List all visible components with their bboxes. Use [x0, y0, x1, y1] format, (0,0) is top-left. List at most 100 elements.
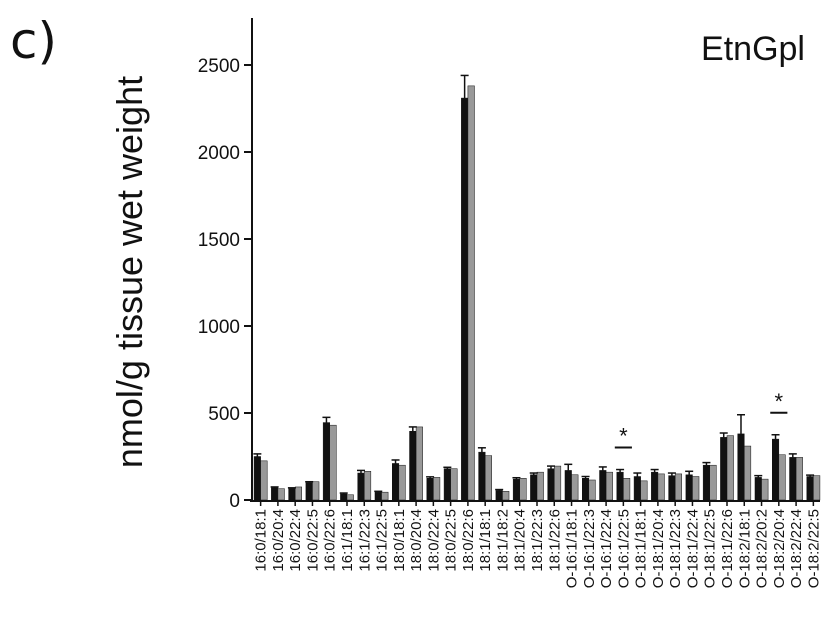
x-tick-labels: 16:0/18:1 16:0/20:4 16:0/22:4 16:0/22:5 16:0… [253, 500, 822, 588]
bar-series-1-1 [271, 487, 279, 501]
x-tick-label: 16:0/22:6 [322, 509, 339, 572]
bar-series-1-12 [461, 97, 469, 501]
x-tick-label: O-18:2/22:4 [788, 509, 805, 588]
bar-series-2-12 [467, 85, 475, 501]
bar-series-2-3 [312, 481, 320, 501]
y-axis-label: nmol/g tissue wet weight [109, 76, 150, 468]
x-tick-label: 18:1/18:1 [477, 509, 494, 572]
x-tick-label: 16:0/20:4 [270, 509, 287, 572]
bar-series-2-1 [277, 488, 285, 501]
bar-series-1-20 [599, 470, 607, 501]
bar-series-1-15 [512, 478, 520, 501]
bar-series-2-23 [657, 473, 665, 501]
bar-series-2-26 [709, 464, 717, 501]
bar-series-1-9 [409, 431, 417, 501]
bar-series-1-28 [737, 433, 745, 501]
bar-series-2-4 [329, 424, 337, 501]
x-tick-label: O-16:1/22:3 [581, 509, 598, 588]
y-tick-label: 500 [208, 404, 240, 425]
x-tick-label: 18:0/18:1 [391, 509, 408, 572]
x-tick-label: O-16:1/18:1 [564, 509, 581, 588]
bar-series-1-8 [392, 463, 400, 501]
bar-series-2-22 [640, 480, 648, 501]
bar-series-2-11 [450, 468, 458, 501]
bar-series-1-16 [530, 474, 538, 501]
bar-series-2-8 [398, 464, 406, 501]
x-tick-label: O-16:1/22:5 [615, 509, 632, 588]
bar-series-1-22 [633, 476, 641, 501]
x-tick-label: O-16:1/22:4 [598, 509, 615, 588]
bar-series-1-10 [426, 478, 434, 501]
bar-series-2-5 [346, 494, 354, 501]
chart-title: EtnGpl [701, 30, 805, 68]
bar-series-2-16 [536, 471, 544, 501]
bar-series-1-19 [582, 478, 590, 501]
x-tick-label: O-18:2/22:5 [805, 509, 822, 588]
bar-series-1-23 [651, 471, 659, 501]
bar-series-2-24 [674, 473, 682, 501]
x-tick-label: 16:1/22:5 [374, 509, 391, 572]
significance-asterisk: * [775, 389, 784, 414]
x-tick-label: 16:1/18:1 [339, 509, 356, 572]
y-tick-label: 1000 [198, 317, 240, 338]
bar-series-2-29 [761, 478, 769, 501]
bar-series-2-2 [294, 486, 302, 501]
bar-series-1-13 [478, 451, 486, 501]
bar-series-1-25 [685, 474, 693, 501]
bar-series-2-7 [381, 491, 389, 501]
significance-asterisk: * [619, 424, 628, 449]
bar-series-1-14 [495, 490, 503, 501]
bar-series-2-14 [502, 491, 510, 501]
bar-series-2-15 [519, 478, 527, 501]
bar-series-1-21 [616, 471, 624, 501]
bar-series-1-11 [443, 468, 451, 501]
x-tick-label: 16:1/22:3 [356, 509, 373, 572]
bar-series-1-27 [720, 437, 728, 501]
x-tick-label: 16:0/22:5 [304, 509, 321, 572]
x-tick-label: O-18:1/22:3 [667, 509, 684, 588]
bar-series-1-32 [806, 476, 814, 501]
y-tick-label: 2500 [198, 56, 240, 77]
bar-series-1-18 [564, 470, 572, 501]
significance-marks: ** [614, 389, 788, 449]
x-tick-label: 16:0/18:1 [253, 509, 270, 572]
bar-series-2-25 [692, 476, 700, 501]
x-tick-label: 18:0/20:4 [408, 509, 425, 572]
x-tick-label: O-18:1/18:1 [633, 509, 650, 588]
bar-series-2-19 [588, 479, 596, 501]
bar-series-1-2 [288, 488, 296, 501]
x-tick-label: O-18:2/20:4 [771, 509, 788, 588]
x-tick-label: 18:0/22:5 [443, 509, 460, 572]
bar-series-1-5 [340, 493, 348, 501]
bar-series-1-24 [668, 475, 676, 501]
x-tick-label: O-18:1/22:4 [684, 509, 701, 588]
bar-series-2-30 [778, 454, 786, 501]
bar-series-1-30 [772, 438, 780, 501]
x-tick-label: 18:1/22:3 [529, 509, 546, 572]
bar-series-2-31 [795, 457, 803, 501]
bar-series-1-26 [702, 464, 710, 501]
x-tick-label: O-18:1/22:6 [719, 509, 736, 588]
bar-series-2-13 [484, 455, 492, 501]
bar-series-2-18 [571, 474, 579, 501]
bar-series-2-9 [415, 426, 423, 501]
bar-series-1-3 [305, 482, 313, 501]
bar-series-2-17 [554, 465, 562, 501]
bar-series-1-7 [374, 491, 382, 501]
x-tick-label: O-18:1/20:4 [650, 509, 667, 588]
x-tick-label: 16:0/22:4 [287, 509, 304, 572]
y-ticks: 0 500 1000 1500 2000 2500 [198, 56, 252, 512]
bar-series-2-20 [605, 471, 613, 501]
x-tick-label: 18:1/18:2 [494, 509, 511, 572]
y-tick-label: 1500 [198, 230, 240, 251]
bar-series-1-29 [754, 477, 762, 501]
x-tick-label: O-18:2/18:1 [736, 509, 753, 588]
x-tick-label: 18:0/22:4 [425, 509, 442, 572]
bar-series-2-27 [726, 435, 734, 501]
bar-series-1-0 [253, 456, 261, 501]
bar-series-2-6 [364, 471, 372, 501]
bar-series-1-31 [789, 457, 797, 501]
y-tick-label: 2000 [198, 143, 240, 164]
bars [253, 85, 821, 501]
